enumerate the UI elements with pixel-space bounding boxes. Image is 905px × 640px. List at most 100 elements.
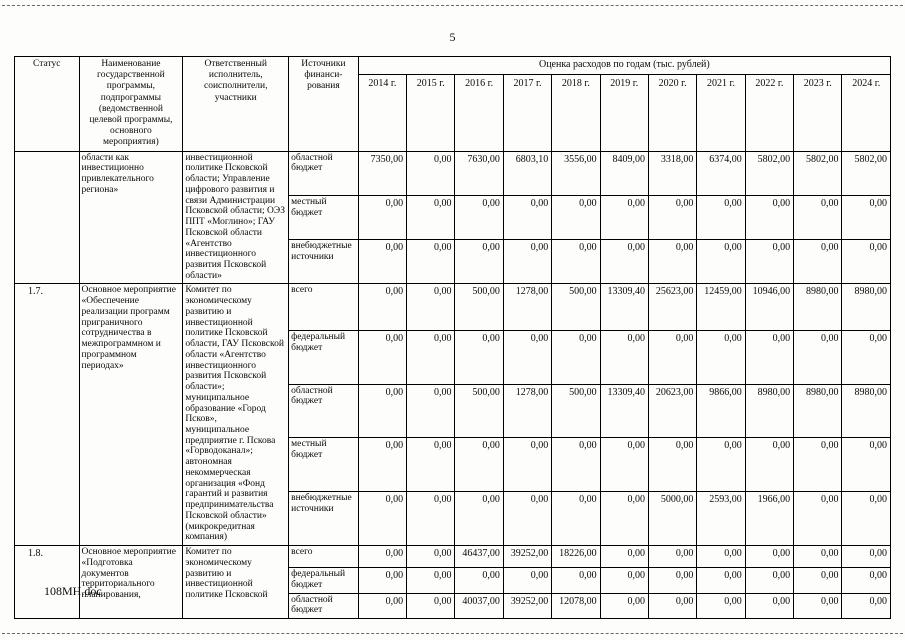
status-cell <box>14 150 80 285</box>
value-cell: 0,00 <box>793 491 843 547</box>
source-cell: всего <box>288 283 359 331</box>
value-cell: 18226,00 <box>551 545 601 569</box>
value-cell: 0,00 <box>793 329 843 385</box>
value-cell: 0,00 <box>357 545 408 569</box>
header-year-2024: 2024 г. <box>841 74 891 152</box>
value-cell: 13309,40 <box>599 383 649 439</box>
value-cell: 8980,00 <box>793 383 843 439</box>
value-cell: 0,00 <box>599 239 649 285</box>
header-status: Статус <box>14 56 80 152</box>
value-cell: 0,00 <box>551 194 601 241</box>
header-sources: Источники финанси-рования <box>288 56 359 152</box>
value-cell: 0,00 <box>793 194 843 241</box>
value-cell: 6803,10 <box>502 150 553 196</box>
value-cell: 0,00 <box>502 567 553 594</box>
header-estimate: Оценка расходов по годам (тыс. рублей) <box>357 56 892 75</box>
value-cell: 0,00 <box>502 491 553 547</box>
value-cell: 0,00 <box>793 567 843 594</box>
value-cell: 500,00 <box>551 283 601 331</box>
value-cell: 0,00 <box>599 194 649 241</box>
program-cell: Основное мероприятие «Подготовка докумен… <box>78 545 184 619</box>
header-year-2014: 2014 г. <box>357 74 408 152</box>
source-cell: областной бюджет <box>288 150 359 196</box>
value-cell: 0,00 <box>406 567 456 594</box>
value-cell: 13309,40 <box>599 283 649 331</box>
value-cell: 0,00 <box>599 329 649 385</box>
value-cell: 0,00 <box>454 491 504 547</box>
status-cell: 1.8. <box>14 545 80 619</box>
value-cell: 0,00 <box>696 567 746 594</box>
value-cell: 0,00 <box>454 437 504 493</box>
source-cell: внебюджетные источники <box>288 491 359 547</box>
executor-cell: Комитет по экономическому развитию и инв… <box>182 283 290 547</box>
value-cell: 0,00 <box>357 437 408 493</box>
value-cell: 39252,00 <box>502 545 553 569</box>
value-cell: 0,00 <box>696 194 746 241</box>
value-cell: 46437,00 <box>454 545 504 569</box>
value-cell: 0,00 <box>841 592 891 620</box>
value-cell: 1278,00 <box>502 283 553 331</box>
value-cell: 5000,00 <box>647 491 698 547</box>
table-row: 1.7. Основное мероприятие «Обеспечение ре… <box>14 283 891 547</box>
value-cell: 1966,00 <box>744 491 795 547</box>
value-cell: 0,00 <box>793 545 843 569</box>
value-cell: 0,00 <box>647 567 698 594</box>
value-cell: 10946,00 <box>744 283 795 331</box>
value-cell: 0,00 <box>406 437 456 493</box>
year-header-row: 2014 г. 2015 г. 2016 г. 2017 г. 2018 г. … <box>15 74 891 152</box>
value-cell: 0,00 <box>357 592 408 620</box>
document-filename: 108МН.doc <box>44 584 102 598</box>
value-cell: 0,00 <box>841 437 891 493</box>
value-cell: 0,00 <box>551 239 601 285</box>
table-row: внебюджетные источники 0,00 0,00 0,00 0,00 0,… <box>15 491 891 547</box>
value-cell: 0,00 <box>454 329 504 385</box>
value-cell: 25623,00 <box>647 283 698 331</box>
page-number: 5 <box>449 30 456 44</box>
value-cell: 7350,00 <box>357 150 408 196</box>
value-cell: 0,00 <box>406 239 456 285</box>
header-year-2015: 2015 г. <box>406 74 456 152</box>
value-cell: 0,00 <box>406 545 456 569</box>
value-cell: 0,00 <box>357 239 408 285</box>
value-cell: 8980,00 <box>744 383 795 439</box>
value-cell: 0,00 <box>502 239 553 285</box>
value-cell: 0,00 <box>406 592 456 620</box>
value-cell: 8980,00 <box>841 383 891 439</box>
value-cell: 0,00 <box>841 239 891 285</box>
source-cell: местный бюджет <box>288 194 359 241</box>
value-cell: 0,00 <box>502 194 553 241</box>
value-cell: 0,00 <box>841 567 891 594</box>
value-cell: 5802,00 <box>744 150 795 196</box>
value-cell: 0,00 <box>744 567 795 594</box>
value-cell: 8409,00 <box>599 150 649 196</box>
header-year-2019: 2019 г. <box>599 74 649 152</box>
value-cell: 0,00 <box>551 329 601 385</box>
value-cell: 0,00 <box>841 194 891 241</box>
table-row: федеральный бюджет 0,00 0,00 0,00 0,00 0,00 0,… <box>15 329 891 385</box>
table-row: местный бюджет 0,00 0,00 0,00 0,00 0,00 0,00 0,… <box>15 194 891 241</box>
value-cell: 0,00 <box>502 329 553 385</box>
value-cell: 0,00 <box>357 383 408 439</box>
source-cell: местный бюджет <box>288 437 359 493</box>
value-cell: 0,00 <box>599 545 649 569</box>
value-cell: 0,00 <box>841 491 891 547</box>
value-cell: 5802,00 <box>793 150 843 196</box>
value-cell: 0,00 <box>744 592 795 620</box>
value-cell: 0,00 <box>744 437 795 493</box>
source-cell: федеральный бюджет <box>288 567 359 594</box>
header-year-2018: 2018 г. <box>551 74 601 152</box>
value-cell: 0,00 <box>454 194 504 241</box>
value-cell: 0,00 <box>599 567 649 594</box>
header-program: Наименование государственной программы, … <box>78 56 184 152</box>
header-year-2023: 2023 г. <box>793 74 843 152</box>
value-cell: 0,00 <box>793 437 843 493</box>
value-cell: 0,00 <box>647 239 698 285</box>
value-cell: 500,00 <box>454 383 504 439</box>
status-cell: 1.7. <box>14 283 80 547</box>
source-cell: областной бюджет <box>288 383 359 439</box>
header-year-2017: 2017 г. <box>502 74 553 152</box>
value-cell: 7630,00 <box>454 150 504 196</box>
value-cell: 12459,00 <box>696 283 746 331</box>
value-cell: 0,00 <box>454 239 504 285</box>
